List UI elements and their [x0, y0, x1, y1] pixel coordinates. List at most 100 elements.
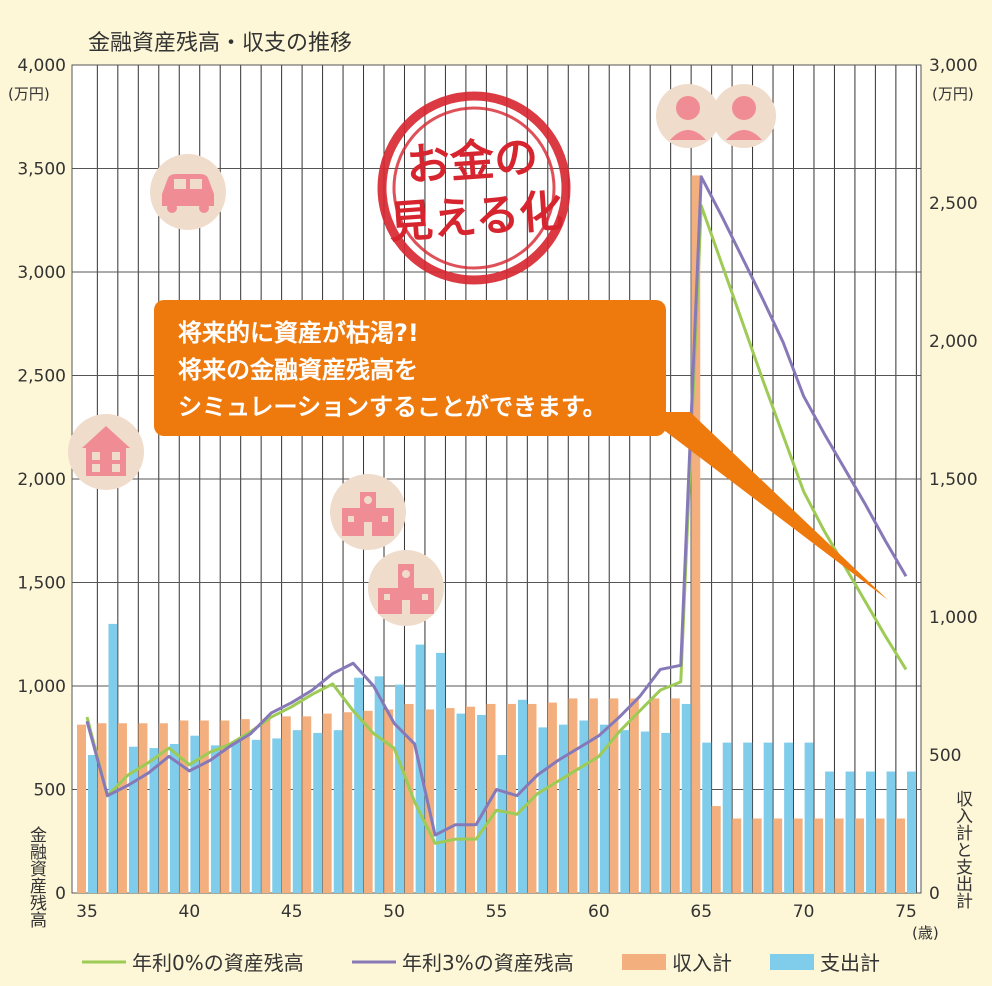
bar-expense [825, 771, 835, 893]
x-tick-label: 55 [486, 902, 508, 922]
bar-income [138, 723, 148, 893]
bar-expense [599, 724, 609, 893]
x-tick-label: 50 [383, 902, 405, 922]
x-axis-unit: (歳) [912, 924, 939, 942]
legend-swatch-expense [770, 954, 814, 970]
left-tick-label: 500 [34, 781, 66, 801]
car-icon [150, 154, 226, 230]
line-asset-0pct [85, 204, 908, 845]
right-tick-label: 1,000 [929, 608, 978, 628]
bar-income [670, 698, 680, 893]
right-tick-label: 2,000 [929, 332, 978, 352]
legend-label-0pct: 年利0%の資産残高 [132, 951, 304, 975]
bar-income [466, 706, 476, 893]
bar-expense [907, 771, 916, 893]
bar-income [793, 818, 803, 893]
bar-income [425, 709, 435, 893]
right-tick-label: 0 [929, 884, 940, 904]
bar-income [650, 698, 660, 893]
bar-income [855, 818, 865, 893]
bar-income [875, 818, 885, 893]
bar-income [773, 818, 783, 893]
bar-income [752, 818, 762, 893]
bar-expense [272, 738, 282, 893]
bar-expense [866, 771, 876, 893]
x-tick-label: 65 [690, 902, 712, 922]
bar-expense [436, 652, 446, 893]
x-tick-label: 35 [76, 902, 98, 922]
bar-expense [743, 742, 753, 893]
elderly-couple-icon [656, 84, 776, 148]
x-tick-label: 40 [179, 902, 201, 922]
bar-expense [517, 699, 527, 893]
bar-income [588, 698, 598, 893]
callout: 将来的に資産が枯渇?! 将来の金融資産残高を シミュレーションすることができます… [154, 300, 888, 600]
bar-expense [108, 623, 118, 893]
legend: 年利0%の資産残高 年利3%の資産残高 収入計 支出計 [82, 951, 880, 975]
bar-income [343, 712, 353, 893]
callout-line-2: 将来の金融資産残高を [178, 356, 418, 384]
bar-income [814, 818, 824, 893]
house-icon [68, 414, 144, 490]
bar-income [547, 702, 557, 893]
x-tick-label: 45 [281, 902, 303, 922]
right-tick-label: 500 [929, 746, 961, 766]
bar-income [711, 806, 721, 893]
bar-income [834, 818, 844, 893]
lines-group [85, 175, 908, 845]
university-icon [368, 550, 444, 626]
bar-income [568, 698, 578, 893]
bar-expense [886, 771, 896, 893]
bar-income [261, 719, 271, 893]
bar-expense [292, 730, 302, 893]
bar-expense [128, 746, 138, 893]
bar-expense [702, 742, 712, 893]
bar-expense [395, 684, 405, 893]
bar-income [240, 719, 250, 893]
bar-expense [169, 743, 179, 893]
bar-expense [558, 724, 568, 893]
bar-expense [640, 731, 650, 893]
bar-income [199, 720, 209, 893]
bar-income [384, 709, 394, 893]
x-tick-label: 60 [588, 902, 610, 922]
bar-expense [845, 771, 855, 893]
bar-expense [88, 755, 97, 893]
right-tick-label: 3,000 [929, 56, 978, 76]
bar-income [404, 703, 414, 893]
bars-group [77, 175, 916, 893]
legend-label-3pct: 年利3%の資産残高 [402, 951, 574, 975]
left-tick-label: 2,000 [17, 470, 66, 490]
bar-expense [722, 742, 732, 893]
right-axis-unit: (万円) [932, 85, 974, 103]
stamp-line-1: お金の [405, 132, 540, 192]
bar-income [609, 698, 619, 893]
bar-expense [231, 741, 241, 893]
right-tick-label: 1,500 [929, 470, 978, 490]
bar-income [97, 723, 107, 893]
left-tick-label: 2,500 [17, 367, 66, 387]
bar-income [896, 818, 905, 893]
bar-income [691, 175, 701, 893]
left-tick-label: 1,000 [17, 677, 66, 697]
chart-title: 金融資産残高・収支の推移 [88, 31, 352, 56]
line-asset-3pct [85, 175, 908, 837]
legend-label-expense: 支出計 [820, 951, 880, 975]
bar-expense [210, 745, 220, 893]
bar-expense [477, 714, 487, 893]
school-icon [330, 474, 406, 550]
x-tick-label: 70 [793, 902, 815, 922]
stamp-line-2: 見える化 [387, 186, 565, 249]
bar-expense [313, 732, 323, 893]
bar-income [506, 703, 516, 893]
left-axis-label: 金融資産残高 [26, 826, 47, 929]
callout-line-3: シミュレーションすることができます。 [178, 393, 607, 421]
legend-swatch-income [622, 954, 666, 970]
bar-expense [681, 703, 691, 893]
bar-expense [620, 730, 630, 893]
bar-expense [251, 739, 261, 893]
left-tick-label: 0 [55, 884, 66, 904]
legend-label-income: 収入計 [672, 951, 732, 975]
x-tick-label: 75 [895, 902, 917, 922]
